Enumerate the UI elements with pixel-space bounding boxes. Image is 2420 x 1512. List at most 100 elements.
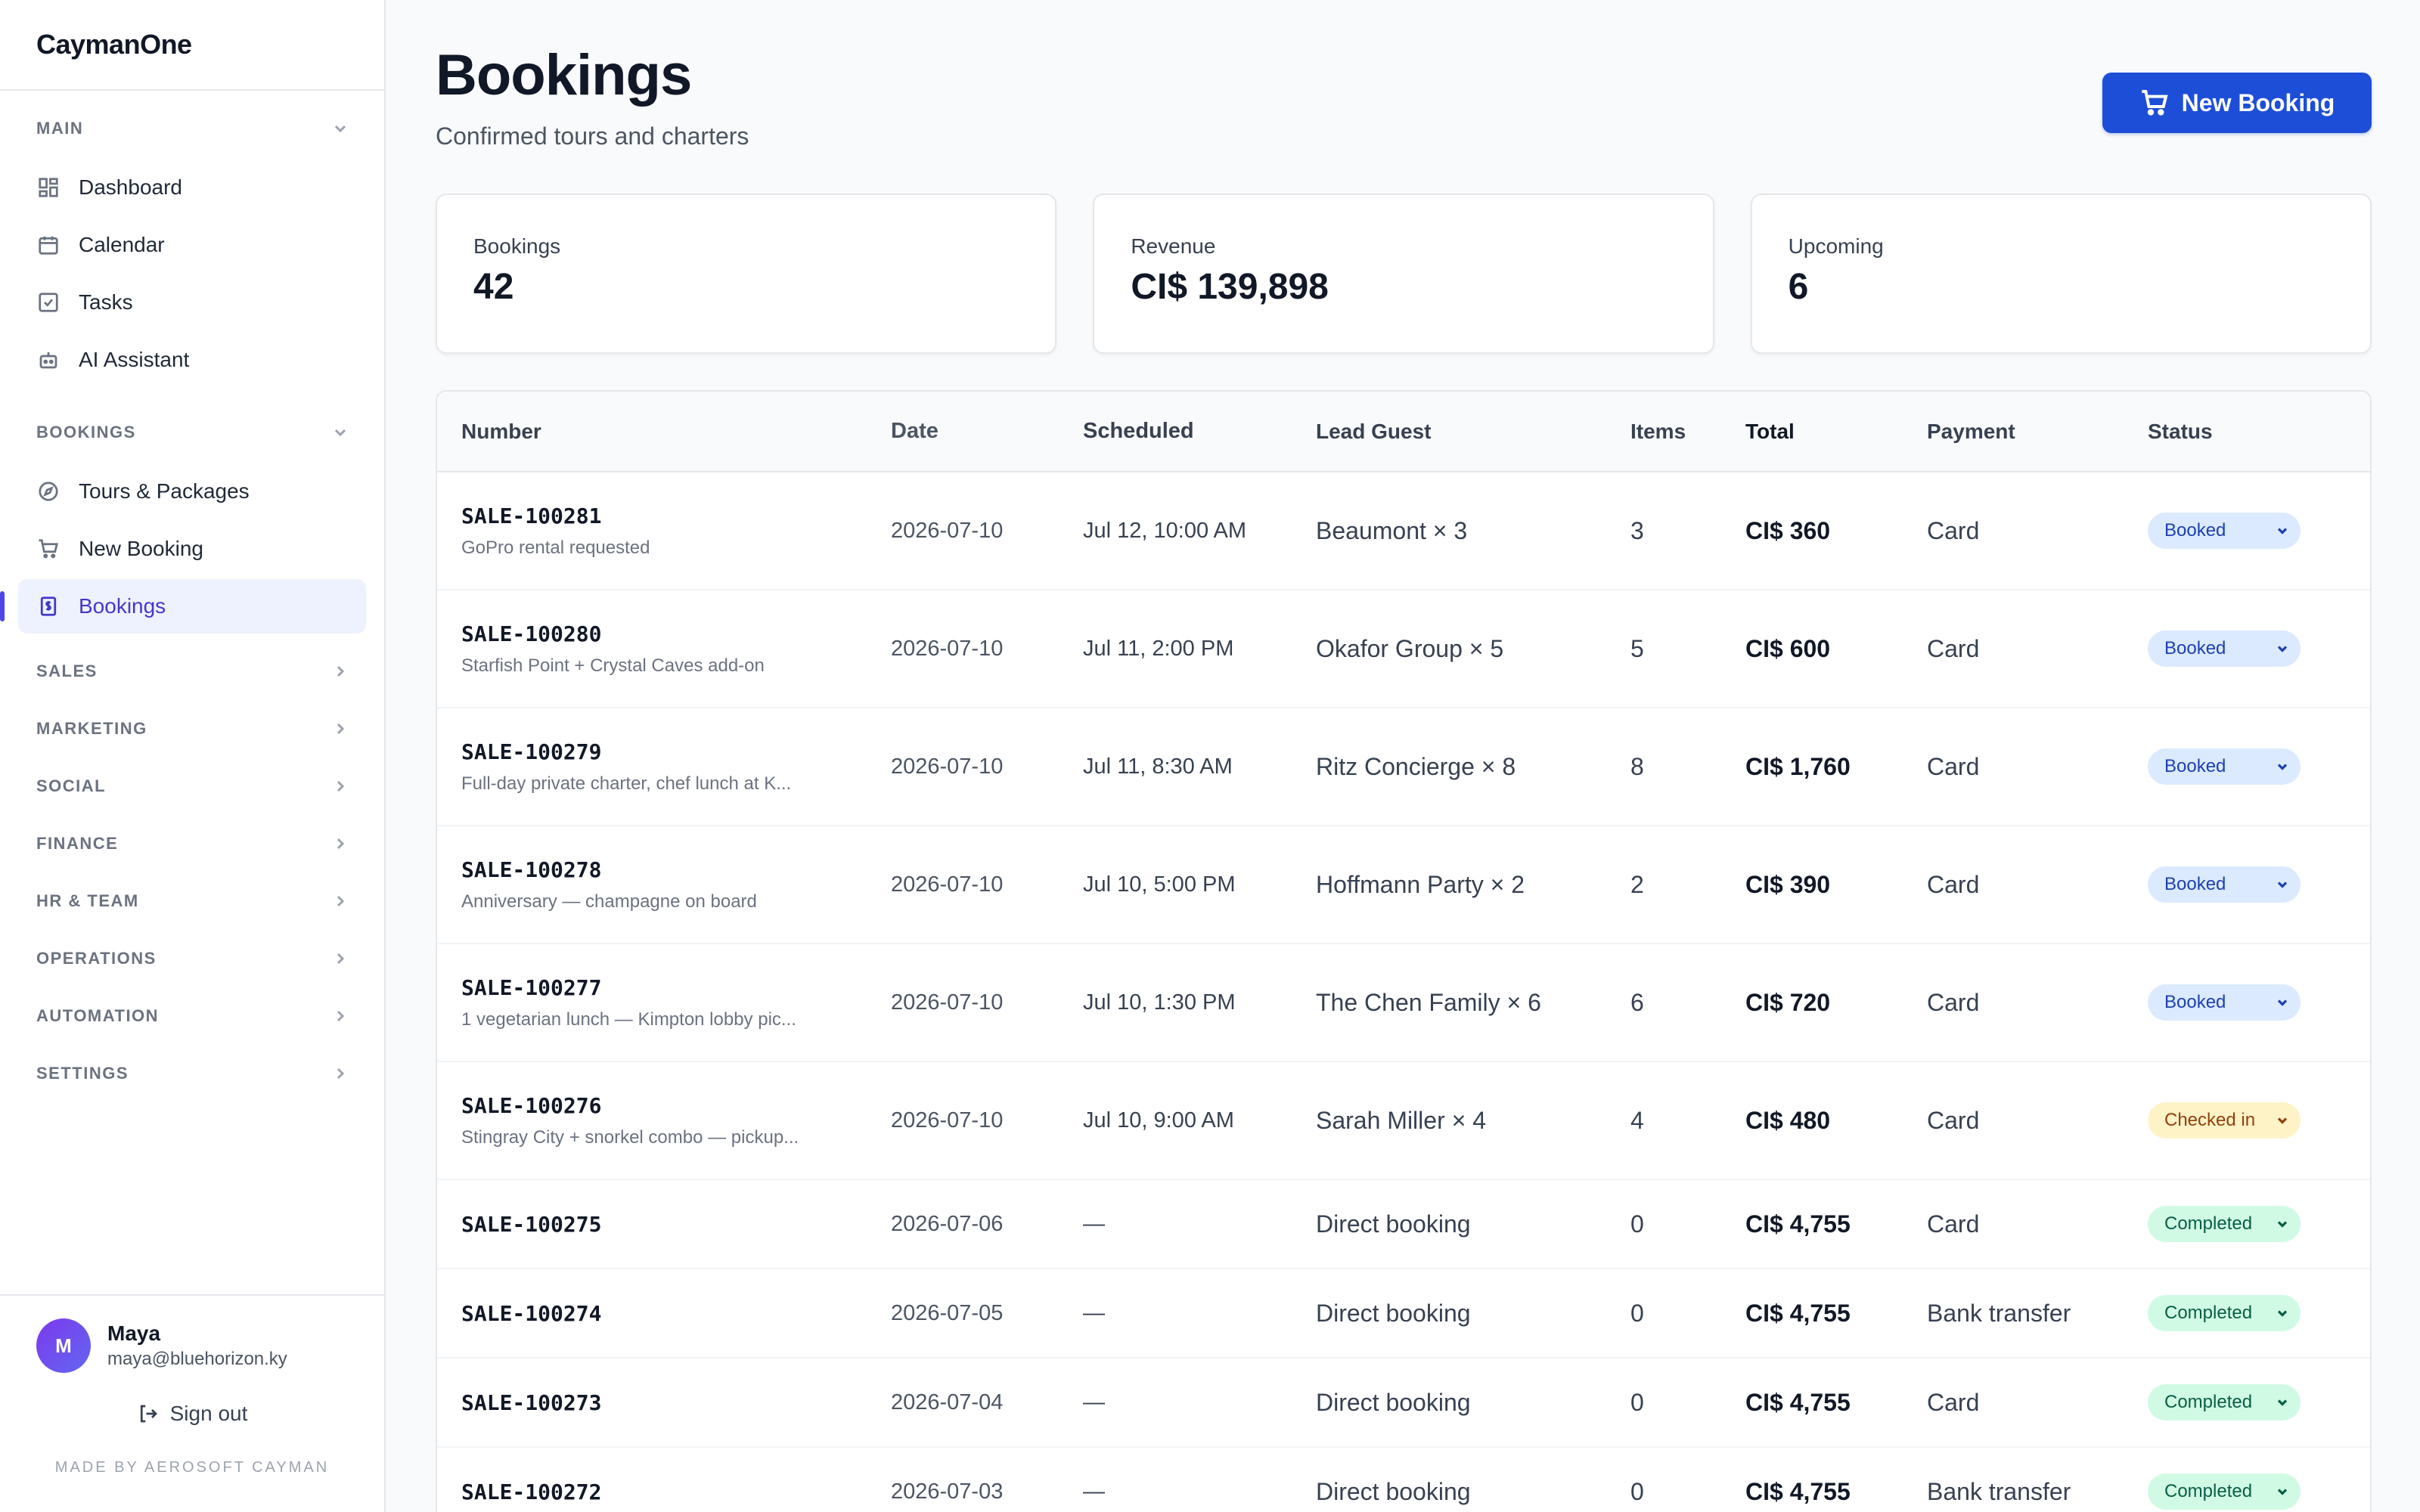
booking-number[interactable]: SALE-100280 (461, 621, 602, 646)
booking-number[interactable]: SALE-100276 (461, 1092, 602, 1118)
status-select[interactable]: Booked (2148, 984, 2301, 1021)
status-select[interactable]: Completed (2148, 1384, 2301, 1421)
table-body: SALE-100281 GoPro rental requested 2026-07… (437, 472, 2370, 1512)
status-select[interactable]: Completed (2148, 1473, 2301, 1510)
column-header-payment[interactable]: Payment (1927, 419, 2015, 443)
table-row[interactable]: SALE-100281 GoPro rental requested 2026-07… (437, 472, 2370, 590)
calendar-icon (36, 233, 60, 257)
section-hr-team[interactable]: HR & TEAM (18, 872, 366, 930)
sidebar-item-tours-packages[interactable]: Tours & Packages (18, 464, 366, 519)
booking-number[interactable]: SALE-100279 (461, 739, 602, 764)
table-row[interactable]: SALE-100279 Full-day private charter, che… (437, 708, 2370, 826)
booking-note: Full-day private charter, chef lunch at … (461, 773, 792, 794)
column-header-date[interactable]: Date (891, 419, 939, 443)
column-header-number[interactable]: Number (461, 419, 541, 443)
section-label: AUTOMATION (36, 1006, 160, 1025)
status-select[interactable]: Booked (2148, 748, 2301, 785)
cell-items: 0 (1630, 1179, 1745, 1269)
section-main[interactable]: MAIN (18, 100, 366, 157)
cell-status: Completed (2148, 1269, 2370, 1359)
sidebar-item-bookings[interactable]: Bookings (0, 579, 366, 634)
status-select[interactable]: Checked in (2148, 1102, 2301, 1139)
cell-lead-guest: Beaumont × 3 (1316, 472, 1630, 590)
brand-logo[interactable]: CaymanOne (0, 0, 384, 91)
table-row[interactable]: SALE-100274 2026-07-05— Direct booking 0 CI$… (437, 1269, 2370, 1359)
cell-payment: Card (1927, 1179, 2148, 1269)
column-header-total[interactable]: Total (1745, 419, 1795, 443)
sidebar-item-calendar[interactable]: Calendar (18, 218, 366, 272)
cell-date: 2026-07-10 (891, 708, 1083, 826)
column-header-status[interactable]: Status (2148, 419, 2213, 443)
column-header-scheduled[interactable]: Scheduled (1083, 419, 1194, 443)
table-row[interactable]: SALE-100278 Anniversary — champagne on bo… (437, 826, 2370, 944)
cell-items: 4 (1630, 1061, 1745, 1180)
cell-scheduled: Jul 10, 1:30 PM (1083, 943, 1316, 1062)
user-profile[interactable]: M Maya maya@bluehorizon.ky (0, 1296, 384, 1373)
table-row[interactable]: SALE-100275 2026-07-06— Direct booking 0 CI$… (437, 1179, 2370, 1269)
booking-number[interactable]: SALE-100275 (461, 1211, 602, 1237)
sidebar-item-ai-assistant[interactable]: AI Assistant (18, 333, 366, 387)
cell-items: 0 (1630, 1358, 1745, 1448)
status-select[interactable]: Completed (2148, 1206, 2301, 1242)
new-booking-button[interactable]: New Booking (2102, 73, 2372, 133)
section-marketing[interactable]: MARKETING (18, 700, 366, 758)
section-settings[interactable]: SETTINGS (18, 1045, 366, 1102)
cell-scheduled: Jul 10, 5:00 PM (1083, 826, 1316, 944)
status-label: Completed (2164, 1213, 2253, 1234)
stats-row: Bookings 42 Revenue CI$ 139,898 Upcoming… (436, 194, 2372, 354)
cell-items: 2 (1630, 826, 1745, 944)
booking-number[interactable]: SALE-100278 (461, 857, 602, 882)
status-select[interactable]: Booked (2148, 631, 2301, 667)
chevron-down-icon (2275, 523, 2290, 538)
table-row[interactable]: SALE-100272 2026-07-03— Direct booking 0 CI$… (437, 1447, 2370, 1512)
booking-number[interactable]: SALE-100274 (461, 1300, 602, 1326)
section-bookings[interactable]: BOOKINGS (18, 404, 366, 461)
status-label: Booked (2164, 520, 2226, 541)
cell-payment: Bank transfer (1927, 1269, 2148, 1359)
section-finance[interactable]: FINANCE (18, 815, 366, 872)
cell-number: SALE-100281 GoPro rental requested (437, 472, 891, 590)
sidebar-item-new-booking[interactable]: New Booking (18, 522, 366, 576)
chevron-right-icon (333, 779, 348, 794)
status-select[interactable]: Completed (2148, 1295, 2301, 1331)
table-row[interactable]: SALE-100276 Stingray City + snorkel combo… (437, 1061, 2370, 1180)
section-operations[interactable]: OPERATIONS (18, 930, 366, 987)
section-social[interactable]: SOCIAL (18, 758, 366, 815)
stat-value: CI$ 139,898 (1131, 267, 1329, 307)
section-label: FINANCE (36, 834, 119, 853)
section-sales[interactable]: SALES (18, 643, 366, 700)
cell-number: SALE-100278 Anniversary — champagne on bo… (437, 826, 891, 944)
page-subtitle: Confirmed tours and charters (436, 122, 749, 150)
user-panel: M Maya maya@bluehorizon.ky Sign out MADE… (0, 1294, 384, 1512)
booking-number[interactable]: SALE-100281 (461, 503, 602, 528)
sidebar-item-dashboard[interactable]: Dashboard (18, 160, 366, 215)
booking-number[interactable]: SALE-100273 (461, 1390, 602, 1415)
column-header-lead-guest[interactable]: Lead Guest (1316, 419, 1432, 443)
sidebar-item-tasks[interactable]: Tasks (18, 275, 366, 330)
booking-number[interactable]: SALE-100277 (461, 974, 602, 1000)
section-bookings-label: BOOKINGS (36, 423, 136, 442)
booking-note: 1 vegetarian lunch — Kimpton lobby pic..… (461, 1009, 796, 1030)
cell-items: 5 (1630, 590, 1745, 708)
cell-total: CI$ 4,755 (1745, 1358, 1927, 1448)
bookings-table: Number Date Scheduled Lead Guest Items T… (437, 392, 2370, 1512)
cell-status: Booked (2148, 590, 2370, 708)
section-automation[interactable]: AUTOMATION (18, 987, 366, 1045)
booking-number[interactable]: SALE-100272 (461, 1479, 602, 1504)
table-row[interactable]: SALE-100273 2026-07-04— Direct booking 0 CI$… (437, 1358, 2370, 1448)
cell-scheduled: — (1083, 1179, 1316, 1269)
cell-date: 2026-07-10 (891, 943, 1083, 1062)
cell-payment: Card (1927, 826, 2148, 944)
status-select[interactable]: Booked (2148, 513, 2301, 549)
cell-status: Completed (2148, 1358, 2370, 1448)
status-select[interactable]: Booked (2148, 866, 2301, 903)
table-row[interactable]: SALE-100277 1 vegetarian lunch — Kimpton … (437, 943, 2370, 1062)
section-label: HR & TEAM (36, 891, 139, 910)
cell-lead-guest: Direct booking (1316, 1358, 1630, 1448)
table-row[interactable]: SALE-100280 Starfish Point + Crystal Cave… (437, 590, 2370, 708)
cell-total: CI$ 4,755 (1745, 1269, 1927, 1359)
cell-status: Completed (2148, 1179, 2370, 1269)
sign-out-button[interactable]: Sign out (0, 1402, 384, 1426)
column-header-items[interactable]: Items (1630, 419, 1686, 443)
status-label: Booked (2164, 638, 2226, 658)
